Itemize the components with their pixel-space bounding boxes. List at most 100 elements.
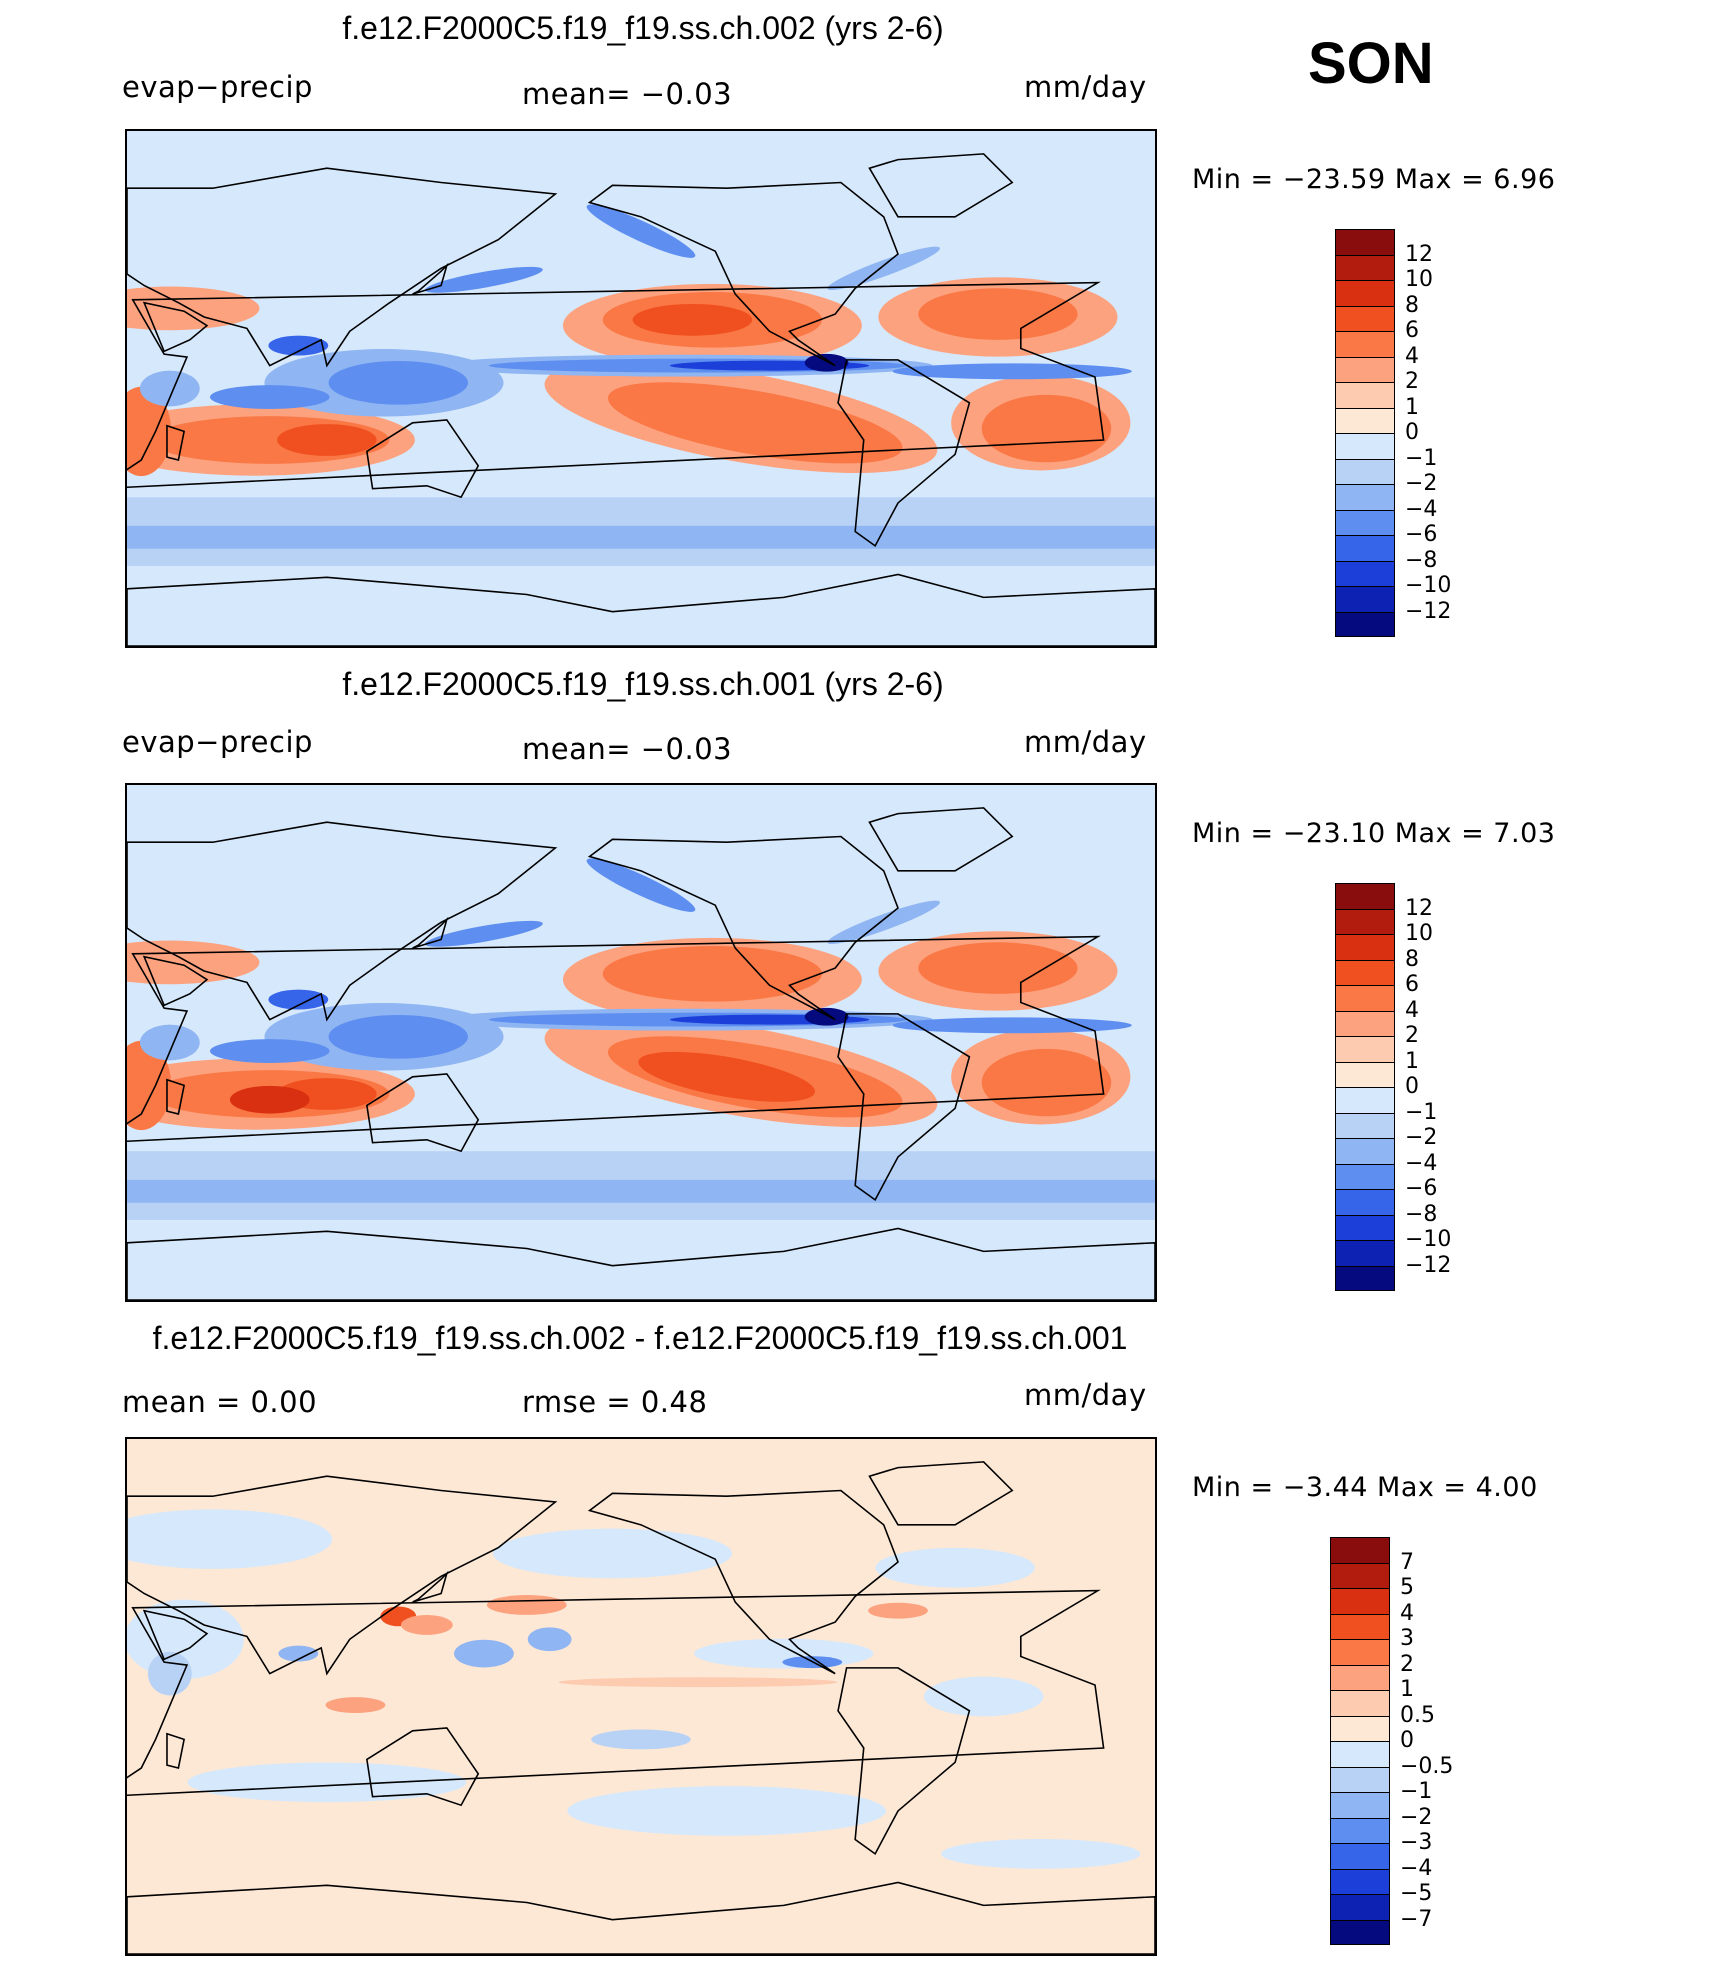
colorbar-swatch	[1335, 586, 1395, 612]
colorbar-swatch	[1330, 1817, 1390, 1843]
coastline	[127, 1881, 1155, 1954]
colorbar-tick-label: 1	[1400, 1677, 1414, 1702]
panel-2-map	[125, 783, 1157, 1302]
panel-1-map	[125, 129, 1157, 648]
colorbar-swatch	[1330, 1588, 1390, 1614]
colorbar-swatch	[1330, 1894, 1390, 1920]
contour-region	[210, 1039, 330, 1063]
coastline	[587, 181, 899, 367]
colorbar-swatch	[1335, 560, 1395, 586]
contour-region	[632, 303, 753, 336]
contour-region	[139, 370, 200, 407]
colorbar-tick-label: −6	[1405, 1176, 1438, 1201]
panel-3-title: f.e12.F2000C5.f19_f19.ss.ch.002 - f.e12.…	[152, 1320, 1128, 1356]
colorbar-tick-label: −1	[1405, 1099, 1438, 1125]
contour-map	[127, 1461, 1155, 1954]
colorbar-tick-label: 8	[1405, 292, 1419, 318]
contour-map	[127, 153, 1155, 646]
colorbar-swatch	[1335, 959, 1395, 985]
colorbar-tick-label: 0.5	[1400, 1702, 1435, 1728]
colorbar-swatch	[1330, 1562, 1390, 1588]
contour-region	[875, 1547, 1035, 1588]
contour-region	[277, 424, 377, 456]
colorbar-tick-label: −1	[1400, 1779, 1433, 1804]
coastline	[837, 1667, 971, 1856]
contour-region	[941, 1838, 1141, 1869]
coastline	[365, 1073, 480, 1153]
panel-1-minmax: Min = −23.59 Max = 6.96	[1192, 164, 1556, 195]
coastline	[127, 281, 1105, 489]
colorbar-tick-label: −2	[1400, 1804, 1433, 1830]
colorbar-swatch	[1335, 1138, 1395, 1164]
colorbar-tick-label: −4	[1405, 496, 1438, 522]
colorbar-tick-label: −5	[1400, 1881, 1433, 1906]
colorbar-tick-label: 3	[1400, 1626, 1414, 1651]
colorbar-tick-label: −7	[1400, 1906, 1433, 1932]
season-label: SON	[1308, 31, 1434, 96]
colorbar-swatch	[1335, 611, 1395, 637]
contour-region	[328, 1014, 469, 1059]
colorbar-tick-label: −1	[1405, 445, 1438, 471]
coastline	[127, 573, 1155, 646]
colorbar-tick-label: 2	[1405, 1023, 1419, 1048]
coastline	[127, 167, 558, 368]
colorbar-swatch	[1335, 535, 1395, 561]
coastline	[142, 1609, 209, 1661]
colorbar-swatch	[1330, 1741, 1390, 1767]
contour-region	[425, 266, 543, 293]
colorbar-tick-label: −12	[1405, 1252, 1452, 1278]
colorbar-tick-label: 0	[1405, 1074, 1419, 1099]
panel-1-variable-label: evap−precip	[122, 70, 313, 104]
contour-region	[607, 382, 903, 464]
colorbar-tick-label: 0	[1400, 1728, 1414, 1753]
colorbar-swatch	[1335, 1163, 1395, 1189]
panel-3-minmax: Min = −3.44 Max = 4.00	[1192, 1472, 1538, 1503]
coastline	[365, 419, 480, 499]
colorbar-swatch	[1335, 331, 1395, 357]
contour-region	[486, 1595, 567, 1615]
contour-region	[527, 1627, 572, 1652]
colorbar-tick-label: 8	[1405, 946, 1419, 972]
colorbar-tick-label: 1	[1405, 1048, 1419, 1074]
colorbar-tick-label: 1	[1405, 394, 1419, 420]
coastline	[587, 835, 899, 1021]
panel-3-rmse-label: rmse = 0.48	[522, 1385, 708, 1419]
colorbar-tick-label: 5	[1400, 1575, 1414, 1600]
contour-region	[268, 989, 329, 1010]
contour-region	[567, 1786, 887, 1836]
coastline	[142, 301, 209, 353]
colorbar-tick-label: 7	[1400, 1549, 1414, 1575]
colorbar-swatch	[1330, 1843, 1390, 1869]
colorbar-swatch	[1335, 280, 1395, 306]
colorbar-tick-label: −3	[1400, 1830, 1433, 1855]
panel-3-units-label: mm/day	[1024, 1378, 1147, 1412]
colorbar-tick-label: −12	[1405, 598, 1452, 624]
colorbar-swatch	[1335, 1036, 1395, 1062]
contour-region	[923, 1676, 1044, 1717]
colorbar-tick-label: −10	[1405, 573, 1452, 598]
colorbar-swatch	[1335, 1087, 1395, 1113]
coastline	[412, 262, 449, 295]
colorbar-swatch	[1335, 484, 1395, 510]
colorbar-swatch	[1335, 1010, 1395, 1036]
contour-region	[139, 1024, 200, 1061]
colorbar-tick-label: 6	[1405, 972, 1419, 997]
contour-region	[210, 385, 330, 409]
colorbar-swatch	[1335, 229, 1395, 255]
coastline	[127, 1475, 558, 1676]
panel-1-units-label: mm/day	[1024, 70, 1147, 104]
colorbar-swatch	[1335, 1240, 1395, 1266]
coastline	[127, 821, 558, 1022]
colorbar-swatch	[1335, 934, 1395, 960]
colorbar-tick-label: −8	[1405, 547, 1438, 573]
colorbar-swatch	[1335, 1112, 1395, 1138]
contour-region	[804, 353, 849, 372]
coastline	[127, 1589, 1105, 1797]
panel-3-map	[125, 1437, 1157, 1956]
colorbar-swatch	[1335, 509, 1395, 535]
colorbar-tick-label: 12	[1405, 895, 1433, 921]
contour-region	[229, 1085, 310, 1114]
colorbar-swatch	[1335, 458, 1395, 484]
colorbar-tick-label: 2	[1405, 369, 1419, 394]
contour-region	[328, 360, 469, 405]
